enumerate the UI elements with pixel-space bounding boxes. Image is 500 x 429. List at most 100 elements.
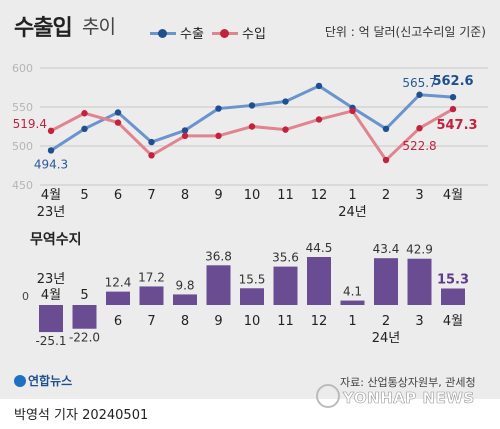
x-tick-label: 4월 [41,188,61,203]
data-label: 547.3 [436,118,477,133]
bar-category-label: 8 [181,314,189,329]
trade-balance-bar [374,258,398,305]
export-data-point [449,93,457,101]
bar-value-label: 12.4 [105,276,132,290]
trade-balance-bar [206,265,231,305]
year-label: 23년 [37,205,66,220]
trade-balance-bar [307,257,331,305]
bar-category-label: 11 [277,314,294,329]
trade-balance-bar-chart: 0 -25.1 -22.0 12.4 17.2 9.8 36.8 15.5 35.6 44.5 4.… [22,241,469,348]
bar-category-label: 7 [147,314,155,329]
year-label: 24년 [338,205,367,220]
trade-balance-bar [407,258,432,305]
x-tick-label: 3 [415,188,423,203]
y-tick-label: 600 [12,62,33,75]
bar-value-label: -25.1 [35,334,66,348]
data-label: 562.6 [432,74,473,89]
export-data-point [248,102,256,109]
export-data-point [282,98,289,105]
trade-balance-bar [39,305,63,333]
export-data-point [315,82,323,90]
bar-value-label: 17.2 [138,270,165,284]
bar-value-label: 43.4 [373,242,400,256]
bar-value-label: 15.5 [239,272,266,286]
unit-note: 단위 : 억 달러(신고수리일 기준) [324,25,486,39]
logo-text: 연합뉴스 [28,374,73,388]
bar-category-label: 1 [348,314,356,329]
bar-category-label: 6 [114,314,122,329]
bar-category-label: 4월 [443,314,463,329]
bar-category-label: 12 [311,314,328,329]
y-tick-label: 450 [12,179,33,192]
bar-category-label: 3 [415,314,423,329]
trade-balance-title: 무역수지 [30,232,82,248]
bar-value-label: 42.9 [406,243,433,257]
infographic-card: 수출입 추이 수출 수입 단위 : 억 달러(신고수리일 기준) 450 500 5… [0,0,500,408]
import-data-point [416,125,423,132]
byline: 박영석 기자 20240501 [14,408,149,423]
x-tick-label: 2 [382,188,390,203]
export-data-point [148,138,155,146]
source-note: 자료: 산업통상자원부, 관세청 [340,376,476,389]
legend-export-dot [158,29,167,38]
import-data-point [47,127,55,135]
x-tick-label: 4월 [443,188,463,203]
trade-balance-bar [173,294,197,305]
trade-balance-bar [441,288,465,305]
legend-import-label: 수입 [242,27,266,42]
export-data-point [81,125,88,133]
logo-icon [14,375,26,387]
export-data-point [181,127,189,134]
trade-balance-bar [273,266,298,305]
export-series-line [50,84,454,152]
y-tick-label: 550 [12,101,33,114]
bar-value-label: 15.3 [437,272,469,287]
import-data-point [81,110,88,117]
bar-value-label: 44.5 [306,241,333,255]
x-tick-label: 1 [348,188,356,203]
x-tick-label: 6 [114,188,122,203]
watermark-text: YONHAP NEWS [343,389,475,408]
export-data-point [416,91,423,98]
export-data-point [114,109,122,116]
import-data-point [349,107,356,115]
zero-label: 0 [22,290,29,303]
import-data-point [382,156,390,164]
x-tick-label: 11 [277,188,294,203]
watermark-icon [316,384,340,408]
x-tick-label: 8 [181,188,189,203]
data-label: 519.4 [13,117,47,131]
bar-category-label: 9 [214,314,222,329]
data-label: 522.8 [402,139,436,153]
export-data-point [215,105,222,112]
trade-balance-bar [139,286,164,305]
import-data-point [114,119,122,126]
export-data-point [382,125,390,133]
legend-import-dot [220,29,229,38]
x-tick-label: 7 [147,188,155,203]
import-data-point [315,116,323,123]
bar-category-label: 4월 [41,288,61,303]
x-tick-label: 12 [311,188,328,203]
bar-value-label: -22.0 [69,331,100,345]
legend-export-label: 수출 [180,27,204,42]
x-tick-label: 5 [80,188,88,203]
bar-value-label: 35.6 [272,251,299,265]
bar-category-label: 2 [382,314,390,329]
export-import-line-chart: 450 500 550 600 494.3 519.4 565.7 522.8 562.6 547… [12,62,488,220]
import-data-point [215,132,222,140]
trade-balance-bar [240,288,264,305]
bar-value-label: 4.1 [343,285,362,299]
chart-subtitle: 추이 [82,16,116,38]
bar-category-label: 10 [244,314,261,329]
bar-value-label: 9.8 [175,278,194,292]
yonhap-logo: 연합뉴스 [14,372,72,389]
watermark: YONHAP NEWS [316,384,475,408]
bar-category-label: 5 [80,288,88,303]
bar-year-label: 24년 [372,331,401,346]
bar-year-label: 23년 [37,272,66,287]
export-data-point [47,147,55,154]
data-label: 565.7 [402,76,436,90]
trade-balance-bar [106,291,130,305]
trade-balance-bar [72,305,97,329]
